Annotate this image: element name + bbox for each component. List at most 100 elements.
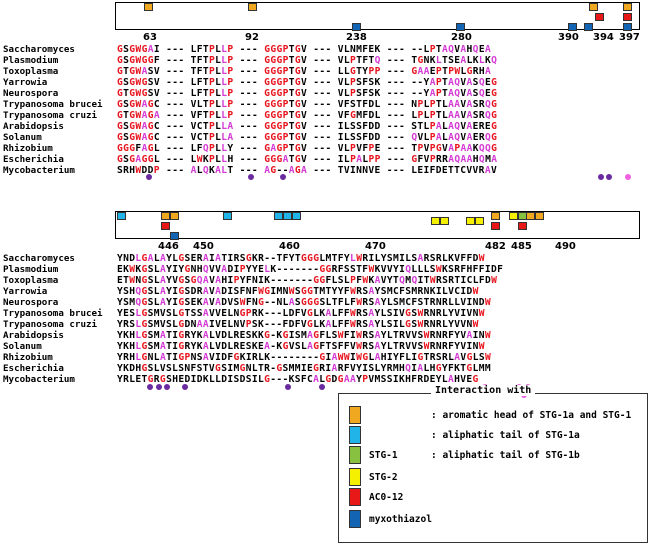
marker-red xyxy=(491,222,500,230)
legend-label: : aromatic head of STG-1a and STG-1 xyxy=(431,410,632,421)
sequence-row: GSGWGAI --- LFTPLLP --- GGGPTGV --- VLNM… xyxy=(117,44,492,55)
species-name: Toxoplasma xyxy=(3,275,59,286)
species-name: Saccharomyces xyxy=(3,253,75,264)
dot-pink xyxy=(625,174,631,180)
sequence-row: YRHLGNLATIGPNSAVIDFGKIRLK--------GIAWWIW… xyxy=(117,352,492,363)
marker-cyan xyxy=(117,212,126,220)
sequence-row: EKWKGSLAYIYGNHQVVADIPYYELK-------GGRFSST… xyxy=(117,264,504,275)
marker-orange xyxy=(161,212,170,220)
legend: Interaction with : aromatic head of STG-… xyxy=(338,385,648,543)
legend-label: AC0-12 xyxy=(369,492,404,503)
marker-orange xyxy=(248,3,257,11)
marker-orange xyxy=(526,212,535,220)
position-number: 482 xyxy=(485,241,506,252)
dot-purple xyxy=(598,174,604,180)
dot-purple xyxy=(280,174,286,180)
species-name: Trypanosoma brucei xyxy=(3,308,103,319)
sequence-row: YSMQGSLAYIGSEKAVADVSWFNG--NLASGGGSLTFLFW… xyxy=(117,297,492,308)
marker-blue xyxy=(584,23,593,31)
marker-orange xyxy=(623,3,632,11)
sequence-row: YKDHGSLVSLSNFSTVGSIMGNLTR-GSMMIEGRIARFVY… xyxy=(117,363,491,374)
dot-purple xyxy=(146,174,152,180)
sequence-row: GSGWGSV --- LFTPLLP --- GGGPTGV --- VLPS… xyxy=(117,77,498,88)
marker-yellow xyxy=(440,217,449,225)
sequence-row: ETWNGSLAYVGSGQAVAHIPYFNIK-------GGFLSLPF… xyxy=(117,275,498,286)
sequence-row: YNDLGALAYLGSERAIATIRSGKR--TFYTGGGLMTFYLW… xyxy=(117,253,485,264)
sequence-row: YKHLGSMATIGRYKALVDLRESKEA-KGVSLAGFTSFFVW… xyxy=(117,341,485,352)
sequence-row: GSGWAGC --- VCTPLLA --- GGGPTGV --- ILSS… xyxy=(117,132,498,143)
dot-purple xyxy=(182,384,188,390)
species-name: Rhizobium xyxy=(3,352,53,363)
species-name: Escherichia xyxy=(3,363,64,374)
position-number: 394 xyxy=(593,32,614,43)
marker-blue xyxy=(170,232,179,240)
sequence-row: GTGWGSV --- LFTPLLP --- GGGPTGV --- VLPS… xyxy=(117,88,498,99)
species-name: Plasmodium xyxy=(3,264,59,275)
species-name: Trypanosoma cruzi xyxy=(3,110,98,121)
sequence-row: GSGWAGC --- VCTPLLA --- GGGPTGV --- ILSS… xyxy=(117,121,498,132)
marker-orange xyxy=(535,212,544,220)
legend-swatch xyxy=(349,426,361,444)
marker-cyan xyxy=(274,212,283,220)
interaction-track-1 xyxy=(115,2,640,36)
marker-cyan xyxy=(283,212,292,220)
species-name: Escherichia xyxy=(3,154,64,165)
legend-swatch xyxy=(349,446,361,464)
marker-yellow xyxy=(475,217,484,225)
dot-purple xyxy=(319,384,325,390)
sequence-row: GSGWAGC --- VLTPLLP --- GGGPTGV --- VFST… xyxy=(117,99,498,110)
position-number: 63 xyxy=(143,32,157,43)
sequence-row: GGGFAGL --- LFQPLLY --- GAGPTGV --- VLPV… xyxy=(117,143,498,154)
marker-red xyxy=(623,13,632,21)
marker-cyan xyxy=(292,212,301,220)
dot-purple xyxy=(156,384,162,390)
marker-blue xyxy=(352,23,361,31)
position-number: 397 xyxy=(619,32,640,43)
legend-swatch xyxy=(349,406,361,424)
marker-red xyxy=(518,222,527,230)
legend-swatch xyxy=(349,510,361,528)
marker-blue xyxy=(623,23,632,31)
position-number: 238 xyxy=(346,32,367,43)
marker-red xyxy=(595,13,604,21)
position-number: 460 xyxy=(279,241,300,252)
position-number: 490 xyxy=(555,241,576,252)
species-name: Arabidopsis xyxy=(3,121,64,132)
marker-orange xyxy=(144,3,153,11)
interaction-track-2 xyxy=(115,211,640,245)
dot-purple xyxy=(164,384,170,390)
species-name: Mycobacterium xyxy=(3,165,75,176)
species-name: Saccharomyces xyxy=(3,44,75,55)
marker-yellow xyxy=(466,217,475,225)
marker-orange xyxy=(491,212,500,220)
sequence-row: YRSLGSMVSLGDNAAIVELNVPSK---FDFVGLKALFFWR… xyxy=(117,319,479,330)
dot-purple xyxy=(248,174,254,180)
position-numbers-2: 446 450 460 470 482 485 490 xyxy=(0,241,660,253)
legend-title: Interaction with xyxy=(431,385,536,396)
marker-yellow xyxy=(431,217,440,225)
position-number: 92 xyxy=(245,32,259,43)
dot-purple xyxy=(606,174,612,180)
legend-group-label: STG-1 xyxy=(369,450,398,461)
marker-orange xyxy=(170,212,179,220)
species-name: Arabidopsis xyxy=(3,330,64,341)
species-name: Neurospora xyxy=(3,297,59,308)
marker-cyan xyxy=(223,212,232,220)
position-number: 470 xyxy=(365,241,386,252)
legend-label: : aliphatic tail of STG-1a xyxy=(431,430,580,441)
position-number: 485 xyxy=(511,241,532,252)
species-name: Neurospora xyxy=(3,88,59,99)
legend-label: STG-2 xyxy=(369,472,398,483)
sequence-row: GSGWGGF --- TFTPLLP --- GGGPTGV --- VLPT… xyxy=(117,55,498,66)
species-name: Trypanosoma cruzi xyxy=(3,319,98,330)
sequence-row: GSGAGGL --- LWKPLLH --- GGGATGV --- ILPA… xyxy=(117,154,498,165)
legend-swatch xyxy=(349,488,361,506)
species-name: Toxoplasma xyxy=(3,66,59,77)
sequence-row: YRLETGRGSHEDIDKLLDISDSILG---KSFCALGDGAAY… xyxy=(117,374,479,385)
sequence-row: YSHQGSLAYIGSDRAVADISFNFWGIMNWSGGTMTYYFWR… xyxy=(117,286,479,297)
marker-blue xyxy=(568,23,577,31)
position-number: 446 xyxy=(158,241,179,252)
marker-red xyxy=(161,222,170,230)
marker-blue xyxy=(456,23,465,31)
dot-purple xyxy=(147,384,153,390)
